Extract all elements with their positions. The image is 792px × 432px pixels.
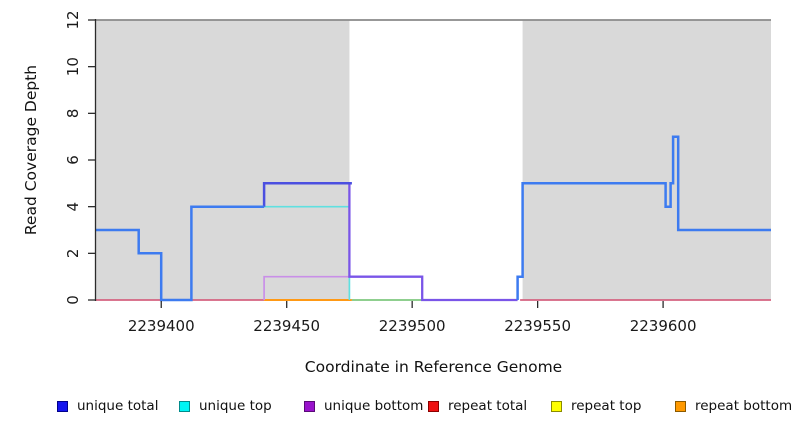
legend-swatch-icon [675, 400, 686, 412]
y-tick-label: 6 [64, 155, 82, 165]
legend-item-unique-total: unique total [57, 396, 158, 416]
y-tick-label: 2 [64, 249, 82, 259]
legend-label: repeat top [571, 398, 642, 414]
series-segment-blend-indigo-five [262, 182, 352, 207]
legend-label: unique total [77, 398, 159, 414]
x-tick-label: 2239550 [504, 317, 571, 335]
legend-swatch-icon [304, 400, 315, 412]
y-tick-label: 4 [64, 202, 82, 212]
y-tick-label: 8 [64, 109, 82, 119]
x-tick-label: 2239400 [128, 317, 195, 335]
shaded-region-0 [96, 20, 350, 300]
series-segment-unique-bottom-violet [263, 275, 350, 300]
y-tick-label: 10 [64, 57, 82, 76]
legend-item-repeat-top: repeat top [551, 396, 641, 416]
legend-swatch-icon [428, 400, 439, 412]
legend-swatch-icon [179, 400, 190, 412]
legend-swatch-icon [57, 400, 68, 412]
legend-label: repeat bottom [695, 398, 792, 414]
series-segment-unique-total-right [516, 135, 771, 300]
legend: unique total unique top unique bottom repea… [0, 396, 792, 420]
x-tick-label: 2239450 [253, 317, 320, 335]
legend-item-unique-bottom: unique bottom [304, 396, 423, 416]
legend-item-repeat-total: repeat total [428, 396, 527, 416]
x-axis-title: Coordinate in Reference Genome [304, 358, 563, 376]
y-tick-label: 12 [64, 10, 82, 29]
y-tick-label: 0 [64, 295, 82, 305]
legend-label: unique bottom [324, 398, 424, 414]
shaded-region-1 [522, 20, 771, 300]
x-tick-label: 2239500 [379, 317, 446, 335]
x-tick-label: 2239600 [630, 317, 697, 335]
legend-label: unique top [199, 398, 272, 414]
legend-label: repeat total [448, 398, 528, 414]
series-segment-unique-total-left [96, 205, 265, 302]
legend-item-repeat-bottom: repeat bottom [675, 396, 792, 416]
series-segment-blend-indigo-mid [348, 183, 518, 302]
legend-swatch-icon [551, 400, 562, 412]
legend-item-unique-top: unique top [179, 396, 272, 416]
y-axis-title: Read Coverage Depth [22, 64, 40, 236]
